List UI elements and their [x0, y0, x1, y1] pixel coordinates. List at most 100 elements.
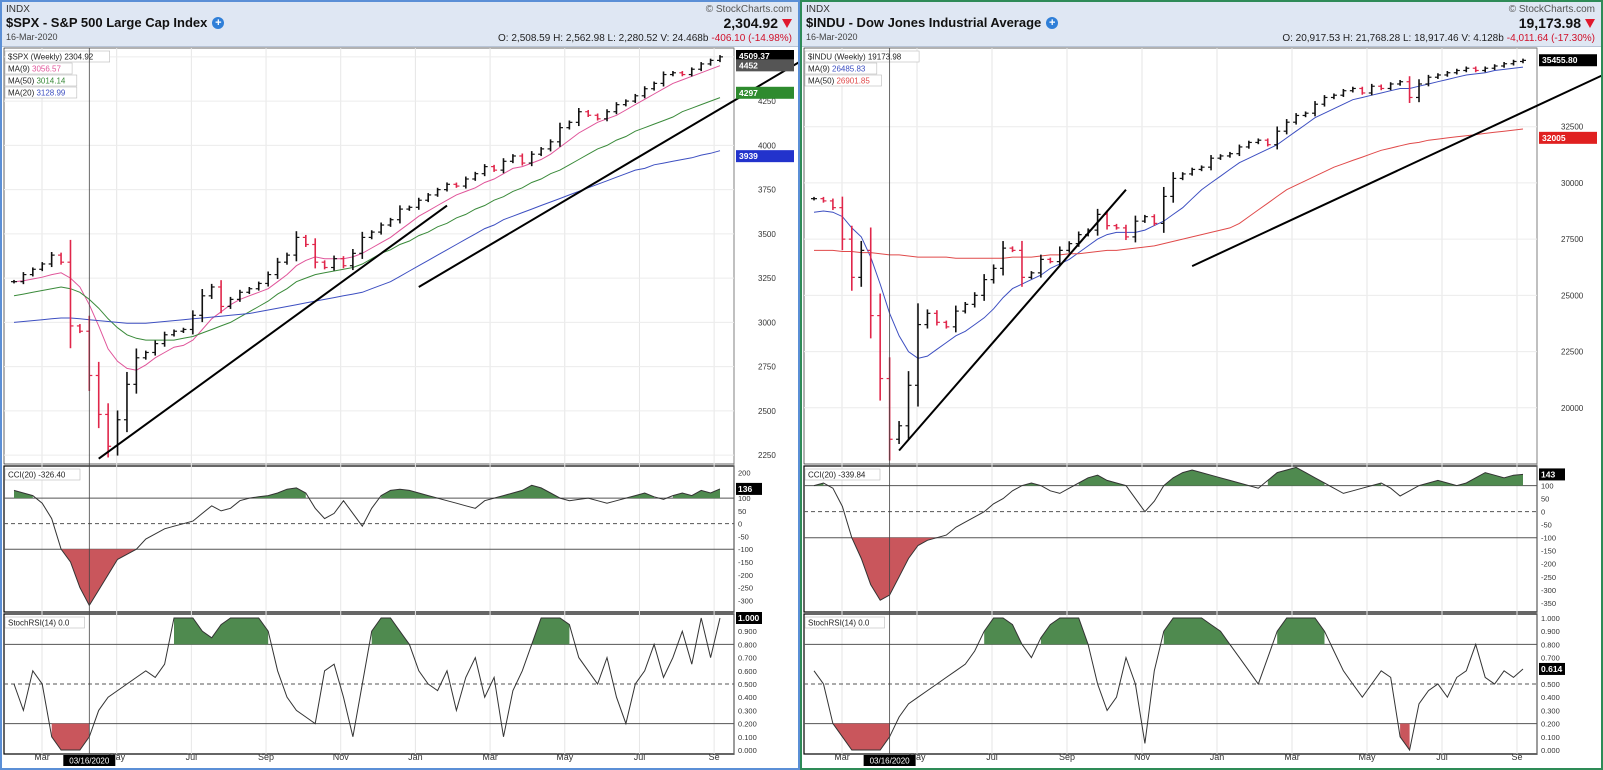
price-bar — [1037, 254, 1044, 278]
price-bar — [1018, 240, 1025, 287]
oscillator-tick-label: 0.900 — [1541, 627, 1560, 636]
price-bar — [622, 99, 629, 107]
month-label: Jul — [986, 752, 998, 762]
oscillator-tick-label: 100 — [1541, 482, 1554, 491]
price-bar — [1491, 64, 1498, 70]
price-bar — [265, 271, 272, 287]
month-label: Se — [1511, 752, 1522, 762]
price-bar — [387, 217, 394, 227]
price-bar — [396, 205, 403, 224]
exchange-label: INDX — [806, 4, 830, 15]
price-bar — [698, 62, 705, 72]
price-badge — [736, 50, 794, 62]
price-bar — [1226, 151, 1233, 158]
price-bar — [811, 196, 817, 201]
brand-watermark: © StockCharts.com — [705, 4, 792, 15]
overbought-fill — [531, 618, 570, 645]
overbought-fill — [1078, 475, 1126, 486]
price-bar — [877, 293, 884, 401]
price-bar — [1009, 246, 1016, 253]
price-bar — [1378, 84, 1385, 91]
price-bar — [538, 147, 545, 157]
price-bar — [321, 260, 328, 270]
price-bar — [1056, 246, 1063, 266]
price-legend-label: MA(50) 26901.85 — [808, 77, 870, 86]
price-badge-value: 3939 — [739, 151, 758, 161]
price-bar — [1520, 58, 1526, 64]
legend-box — [4, 50, 110, 63]
price-bar — [914, 303, 921, 407]
price-bar — [29, 267, 36, 277]
indu-chart-canvas: Mar May Jul Sep Nov Jan Mar May Jul Se 20000 22500 2… — [803, 47, 1601, 766]
price-badge-value: 4509.37 — [739, 51, 770, 61]
oversold-fill — [51, 723, 90, 750]
date-marker-box — [63, 755, 116, 766]
price-bar — [990, 264, 997, 284]
price-bar — [858, 240, 865, 287]
oversold-fill — [851, 537, 937, 601]
price-badge-value: 4297 — [739, 88, 758, 98]
oscillator-line — [13, 484, 721, 607]
price-badge-value: 32005 — [1542, 133, 1566, 143]
price-bar — [1349, 86, 1356, 93]
add-to-list-icon[interactable]: + — [1046, 17, 1059, 29]
price-tick-label: 3250 — [758, 274, 776, 283]
oscillator-badge-value: 136 — [738, 484, 752, 494]
oscillator-tick-label: 0.900 — [738, 627, 757, 636]
overbought-fill — [984, 618, 1022, 645]
price-tick-label: 32500 — [1561, 123, 1584, 132]
price-bar — [255, 281, 262, 291]
price-bar — [1141, 214, 1148, 223]
month-label: Jan — [408, 752, 423, 762]
price-bar — [651, 81, 658, 91]
trendline — [98, 204, 448, 460]
oscillator-legend: CCI(20) -339.84 — [808, 471, 866, 480]
price-bar — [39, 262, 46, 272]
price-bar — [1387, 82, 1394, 91]
price-bar — [208, 283, 215, 299]
price-bar — [519, 153, 526, 166]
oscillator-tick-label: 0.500 — [738, 680, 757, 689]
price-bar — [500, 158, 507, 174]
price-bar — [274, 257, 281, 279]
price-bar — [1330, 93, 1337, 100]
price-bar — [660, 71, 667, 87]
price-tick-label: 3000 — [758, 318, 776, 327]
overbought-fill — [1371, 483, 1382, 486]
month-label: Mar — [834, 752, 850, 762]
price-bar — [981, 274, 988, 301]
add-to-list-icon[interactable]: + — [212, 17, 225, 29]
price-tick-label: 4000 — [758, 141, 776, 150]
oscillator-tick-label: 0.200 — [1541, 720, 1560, 729]
price-bar — [302, 234, 309, 247]
legend-box — [804, 62, 878, 75]
oscillator-tick-label: 100 — [738, 494, 751, 503]
legend-box — [4, 74, 78, 87]
trendline — [898, 189, 1127, 452]
oscillator-tick-label: 0.200 — [738, 720, 757, 729]
price-bar — [1444, 70, 1451, 77]
oscillator-legend: StochRSI(14) 0.0 — [8, 619, 70, 628]
price-tick-label: 3500 — [758, 230, 776, 239]
price-bar — [566, 120, 573, 130]
price-badge-value: 4452 — [739, 60, 758, 70]
price-bar — [481, 164, 488, 177]
price-bar — [1170, 172, 1177, 203]
price-change: -4,011.64 (-17.30%) — [1506, 33, 1595, 44]
price-bar — [171, 329, 178, 337]
price-bar — [933, 310, 940, 326]
price-bar — [905, 371, 912, 440]
oscillator-tick-label: 1.000 — [1541, 614, 1560, 623]
price-badge — [736, 59, 794, 72]
price-badge — [736, 150, 794, 163]
price-badge — [1539, 131, 1597, 144]
oscillator-legend: StochRSI(14) 0.0 — [808, 619, 870, 628]
price-bar — [199, 289, 206, 323]
chart-date: 16-Mar-2020 — [806, 32, 858, 42]
oscillator-line — [813, 466, 1524, 601]
price-bar — [707, 58, 714, 66]
ohlc-readout: O: 20,917.53 H: 21,768.28 L: 18,917.46 V… — [1282, 33, 1504, 44]
price-bar — [76, 324, 83, 334]
price-bar — [1293, 113, 1300, 125]
price-bar — [133, 348, 140, 394]
